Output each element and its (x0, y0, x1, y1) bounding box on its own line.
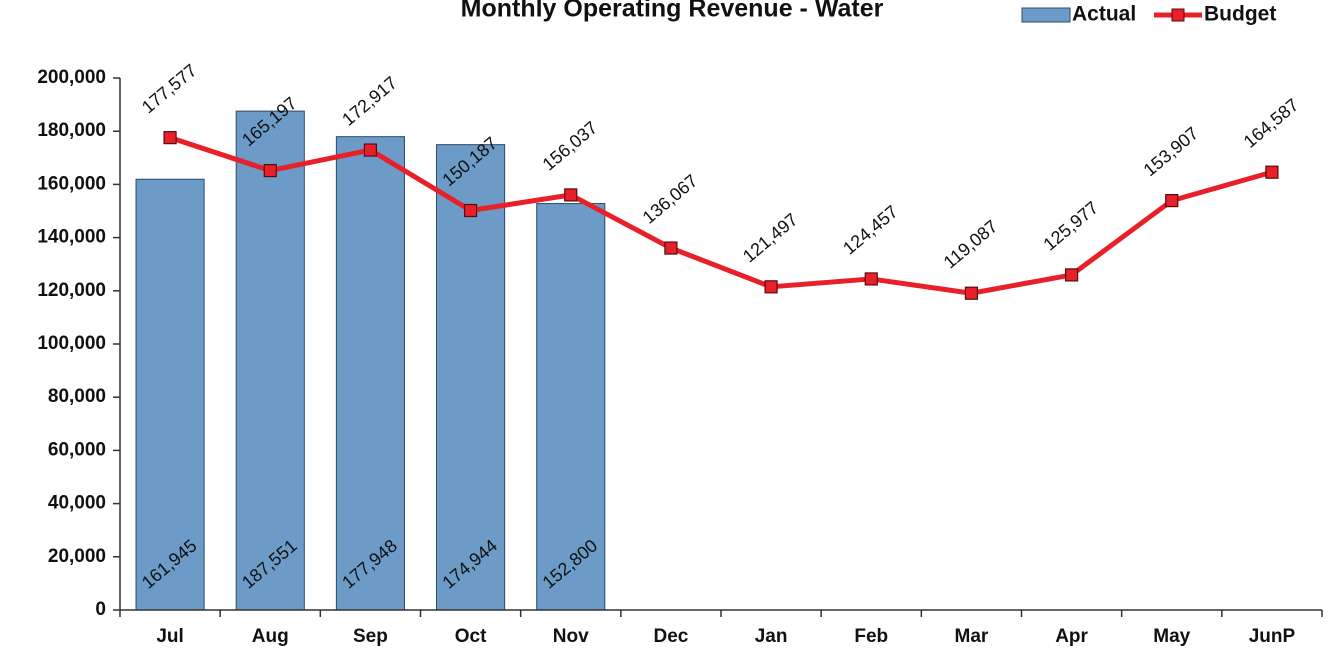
bar (235, 110, 305, 611)
data-label: 124,457 (839, 201, 902, 258)
bar (135, 178, 205, 611)
line-marker (1165, 194, 1179, 208)
y-tick-label: 120,000 (37, 280, 106, 301)
data-label: 164,587 (1240, 95, 1303, 152)
y-tick-label: 20,000 (48, 546, 106, 567)
y-tick-label: 60,000 (48, 439, 106, 460)
data-label: 121,497 (739, 209, 802, 266)
x-tick-label: May (1153, 626, 1190, 647)
chart-title: Monthly Operating Revenue - Water (461, 0, 884, 23)
line-marker (463, 203, 478, 218)
data-label: 177,577 (138, 60, 201, 117)
line-marker (964, 286, 979, 300)
line-marker (764, 280, 778, 294)
line-marker (1064, 268, 1079, 282)
bar (436, 144, 506, 611)
y-tick-label: 40,000 (48, 493, 106, 514)
bar (335, 136, 405, 611)
data-label: 172,917 (338, 73, 401, 130)
line-marker (564, 188, 578, 202)
legend-label: Actual (1072, 3, 1136, 26)
data-label: 125,977 (1039, 197, 1102, 254)
x-tick-label: Apr (1055, 626, 1088, 647)
line-marker (664, 241, 678, 255)
y-tick-label: 140,000 (37, 227, 106, 248)
line-marker (363, 143, 378, 157)
x-tick-label: Dec (653, 626, 688, 647)
x-tick-label: Oct (455, 626, 487, 647)
x-tick-label: JunP (1249, 626, 1296, 647)
y-tick-label: 160,000 (37, 173, 106, 194)
x-tick-label: Aug (252, 626, 289, 647)
y-tick-label: 100,000 (37, 333, 106, 354)
line-marker (864, 272, 878, 286)
data-label: 156,037 (539, 117, 602, 174)
legend-marker (1171, 8, 1185, 22)
line-marker (263, 163, 277, 178)
x-tick-label: Nov (553, 626, 589, 647)
y-tick-label: 200,000 (37, 67, 106, 88)
y-tick-label: 180,000 (37, 120, 106, 141)
line-marker (163, 131, 177, 145)
x-tick-label: Jan (755, 626, 788, 647)
legend-label: Budget (1204, 3, 1276, 26)
data-label: 119,087 (940, 216, 1002, 272)
y-tick-label: 80,000 (48, 386, 106, 407)
line-marker (1265, 165, 1279, 179)
bar (536, 203, 606, 611)
data-label: 153,907 (1140, 123, 1203, 180)
x-tick-label: Feb (854, 626, 888, 647)
x-tick-label: Mar (955, 626, 989, 647)
x-tick-label: Sep (353, 626, 388, 647)
data-label: 136,067 (639, 171, 702, 228)
line (169, 135, 1273, 296)
x-tick-label: Jul (156, 626, 183, 647)
y-tick-label: 0 (95, 599, 106, 620)
legend-swatch (1021, 7, 1071, 23)
